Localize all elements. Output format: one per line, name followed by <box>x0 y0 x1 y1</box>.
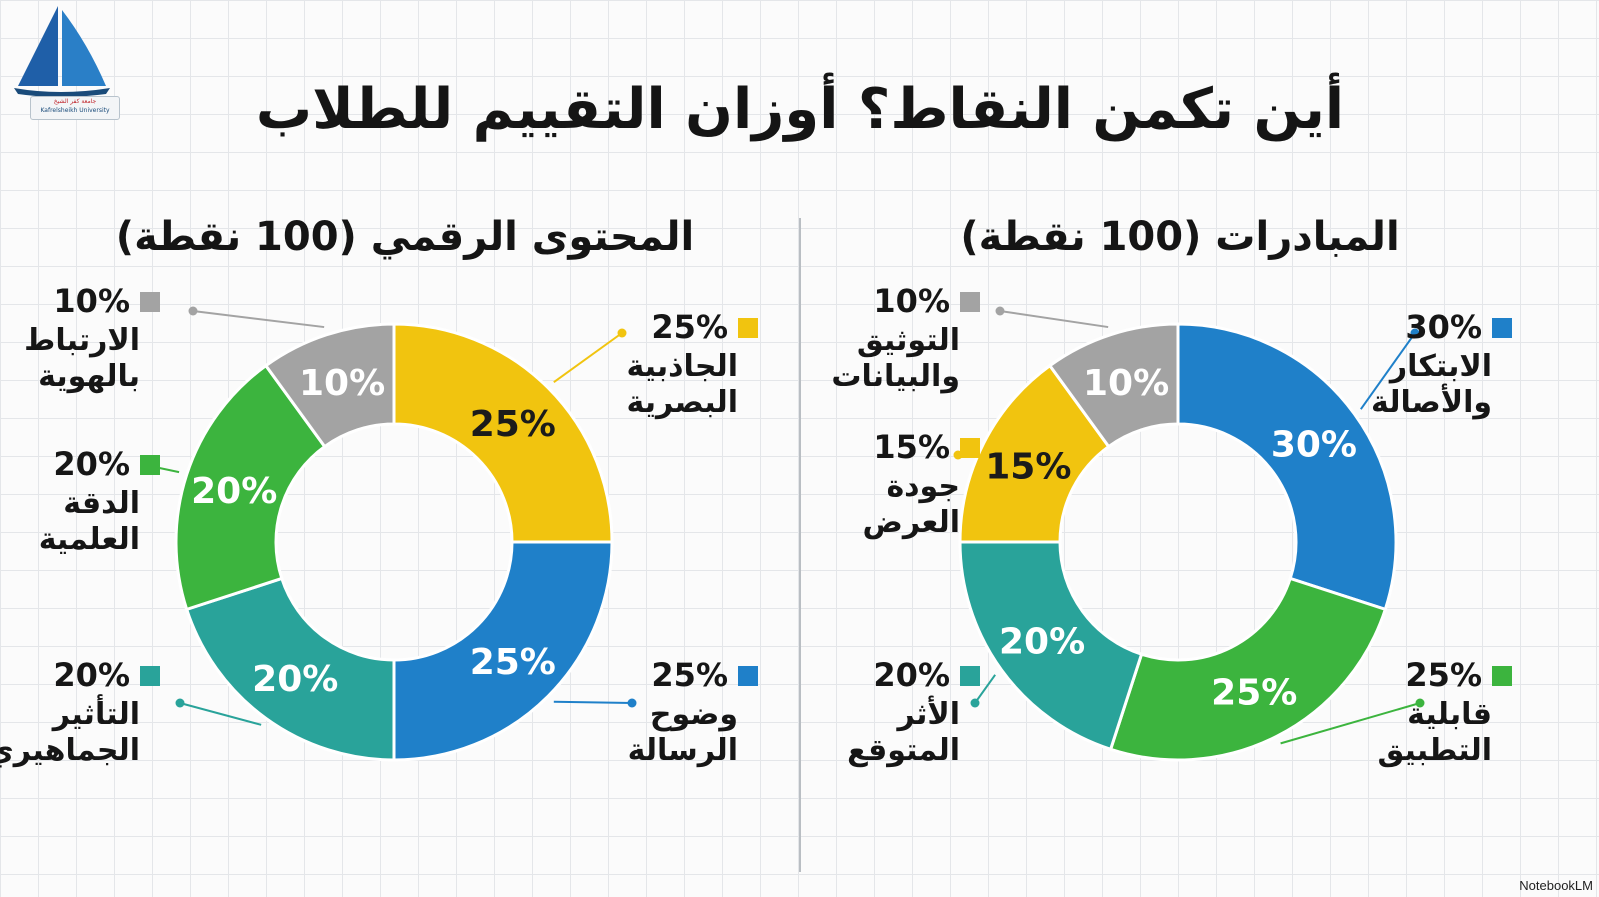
slice-value-label: 20% <box>999 622 1085 663</box>
leader-line <box>974 674 996 704</box>
legend-percent: 30% <box>1405 308 1482 346</box>
donut-slice <box>392 540 614 762</box>
leader-dot <box>617 328 627 338</box>
donut-slice <box>263 322 396 449</box>
legend-label: والأصالة <box>1371 383 1492 420</box>
donut-slice <box>392 322 614 544</box>
legend-label: قابلية <box>1407 697 1492 732</box>
slice-value-label: 10% <box>299 363 385 404</box>
sailboat-icon <box>14 6 110 97</box>
legend-label: وضوح <box>650 697 738 732</box>
legend-label: البصرية <box>627 385 738 420</box>
legend-percent: 20% <box>53 445 130 483</box>
legend-label: الأثر <box>895 695 960 732</box>
leader-line <box>1360 332 1416 410</box>
legend-percent: 10% <box>873 282 950 320</box>
donut-slice <box>1108 576 1388 762</box>
slice-value-label: 20% <box>191 471 277 512</box>
legend-label: بالهوية <box>38 359 140 394</box>
slice-value-label: 20% <box>252 659 338 700</box>
leader-dot <box>995 306 1005 316</box>
legend-label: العلمية <box>39 522 140 557</box>
legend-label: العرض <box>863 505 961 540</box>
donut-slice <box>1047 322 1180 449</box>
legend-swatch <box>960 438 980 458</box>
slice-value-label: 30% <box>1271 424 1357 465</box>
logo-arabic: جامعة كفر الشيخ <box>53 98 97 105</box>
legend-swatch <box>140 455 160 475</box>
logo-latin: Kafrelsheikh University <box>40 107 110 114</box>
page-title: أين تكمن النقاط؟ أوزان التقييم للطلاب <box>256 72 1344 142</box>
legend-percent: 20% <box>873 656 950 694</box>
leader-line <box>999 310 1109 329</box>
legend-label: جودة <box>886 469 960 504</box>
leader-dot <box>1410 328 1420 338</box>
legend-label: التوثيق <box>857 323 960 358</box>
leader-dot <box>970 698 980 708</box>
donut-slice <box>958 540 1144 752</box>
slice-value-label: 25% <box>470 642 556 683</box>
legend-swatch <box>1492 318 1512 338</box>
legend-swatch <box>960 292 980 312</box>
leader-line <box>1280 702 1421 745</box>
legend-percent: 15% <box>873 428 950 466</box>
slice-value-label: 10% <box>1083 363 1169 404</box>
donut-slice <box>184 576 396 762</box>
leader-dot <box>175 698 185 708</box>
slice-value-label: 15% <box>985 447 1071 488</box>
legend-label: الرسالة <box>628 733 738 768</box>
legend-swatch <box>960 666 980 686</box>
legend-label: الجاذبية <box>626 349 738 384</box>
donut-slice <box>1176 322 1398 612</box>
legend-swatch <box>140 292 160 312</box>
donut-slice <box>174 363 327 612</box>
leader-line <box>553 700 633 704</box>
slice-value-label: 25% <box>1211 673 1297 714</box>
legend-label: التأثير <box>51 694 140 732</box>
legend-swatch <box>738 666 758 686</box>
legend-label: الدقة <box>63 486 140 521</box>
leader-line <box>179 702 262 726</box>
leader-dot <box>1415 698 1425 708</box>
leader-dot <box>627 698 637 708</box>
university-logo: جامعة كفر الشيخ Kafrelsheikh University <box>10 4 120 120</box>
legend-label: الارتباط <box>24 323 140 358</box>
legend-label: والبيانات <box>831 359 960 394</box>
legend-swatch <box>140 666 160 686</box>
leader-line <box>192 310 325 329</box>
legend-percent: 20% <box>53 656 130 694</box>
legend-label: المتوقع <box>847 733 960 768</box>
logo-caption: جامعة كفر الشيخ Kafrelsheikh University <box>30 96 120 120</box>
legend-percent: 10% <box>53 282 130 320</box>
legend-percent: 25% <box>651 656 728 694</box>
legend-swatch <box>738 318 758 338</box>
chart-title-digital-content: المحتوى الرقمي (100 نقطة) <box>116 214 694 260</box>
legend-label: الجماهيري <box>0 733 140 768</box>
leader-line <box>553 332 623 384</box>
legend-label: الابتكار <box>1388 349 1492 384</box>
leader-dot <box>188 306 198 316</box>
legend-percent: 25% <box>651 308 728 346</box>
legend-label: التطبيق <box>1377 733 1492 768</box>
footer-brand: NotebookLM <box>1519 878 1593 893</box>
legend-percent: 25% <box>1405 656 1482 694</box>
slice-value-label: 25% <box>470 404 556 445</box>
chart-title-initiatives: المبادرات (100 نقطة) <box>960 214 1399 260</box>
legend-swatch <box>1492 666 1512 686</box>
